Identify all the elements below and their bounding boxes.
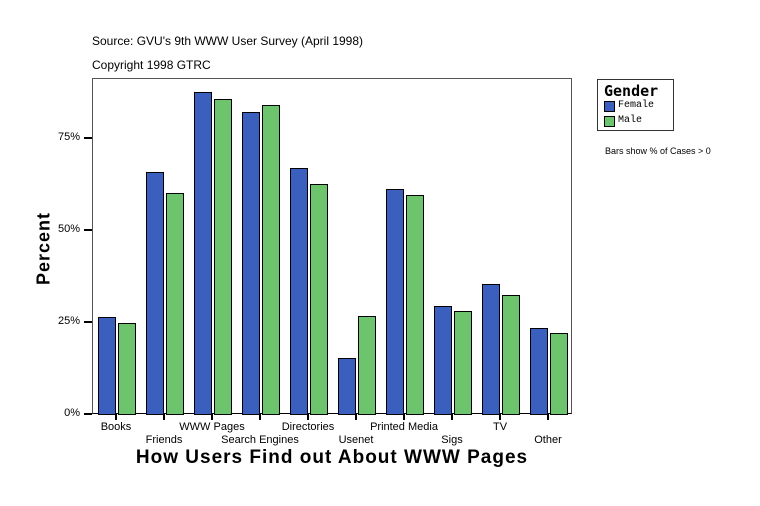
source-text: Source: GVU's 9th WWW User Survey (April… (92, 34, 364, 48)
bar-male (406, 194, 424, 415)
bar-male (262, 105, 280, 415)
x-tick-label: Usenet (338, 434, 374, 446)
bar-male (550, 332, 568, 415)
x-tick-label: Other (534, 434, 562, 446)
x-tick (115, 414, 117, 420)
y-tick (84, 229, 92, 231)
bar-male (502, 295, 520, 415)
bar-male (454, 310, 472, 415)
y-tick-label: 50% (57, 223, 80, 235)
copyright-text: Copyright 1998 GTRC (92, 58, 211, 72)
x-tick-label: TV (492, 421, 508, 433)
x-axis-title: How Users Find out About WWW Pages (135, 447, 529, 468)
x-tick-label: Friends (145, 434, 183, 446)
bar-male (214, 98, 232, 415)
bar-female (98, 317, 116, 415)
x-tick (355, 414, 357, 420)
bar-female (242, 112, 260, 415)
y-tick (84, 413, 92, 415)
bar-female (530, 328, 548, 415)
y-tick (84, 137, 92, 139)
legend-swatch-female (604, 101, 615, 112)
x-tick (259, 414, 261, 420)
bar-female (338, 357, 356, 415)
legend-label-male: Male (618, 115, 643, 126)
y-tick-label: 25% (57, 315, 80, 327)
bar-male (118, 323, 136, 415)
bar-female (290, 168, 308, 415)
bar-female (386, 189, 404, 415)
plot-area (92, 78, 572, 415)
x-tick-label: Printed Media (370, 421, 438, 433)
x-tick-label: Directories (281, 421, 335, 433)
y-axis-title: Percent (33, 211, 54, 286)
x-tick-label: Books (100, 421, 132, 433)
legend: Gender Female Male (597, 79, 674, 131)
legend-title: Gender (604, 82, 659, 100)
y-tick-label: 0% (64, 407, 80, 419)
legend-swatch-male (604, 116, 615, 127)
x-tick (307, 414, 309, 420)
legend-label-female: Female (618, 100, 655, 111)
bar-female (434, 306, 452, 415)
x-tick-label: WWW Pages (179, 421, 245, 433)
x-tick-label: Search Engines (221, 434, 299, 446)
x-tick (403, 414, 405, 420)
x-tick (547, 414, 549, 420)
bar-male (166, 193, 184, 415)
y-tick (84, 321, 92, 323)
y-tick-label: 75% (57, 131, 80, 143)
x-tick-label: Sigs (441, 434, 463, 446)
x-tick (163, 414, 165, 420)
bar-male (358, 316, 376, 415)
note-text: Bars show % of Cases > 0 (605, 146, 711, 156)
bar-female (482, 283, 500, 415)
x-tick (499, 414, 501, 420)
bar-male (310, 183, 328, 415)
x-tick (211, 414, 213, 420)
x-tick (451, 414, 453, 420)
bar-female (194, 91, 212, 415)
bar-female (146, 172, 164, 415)
